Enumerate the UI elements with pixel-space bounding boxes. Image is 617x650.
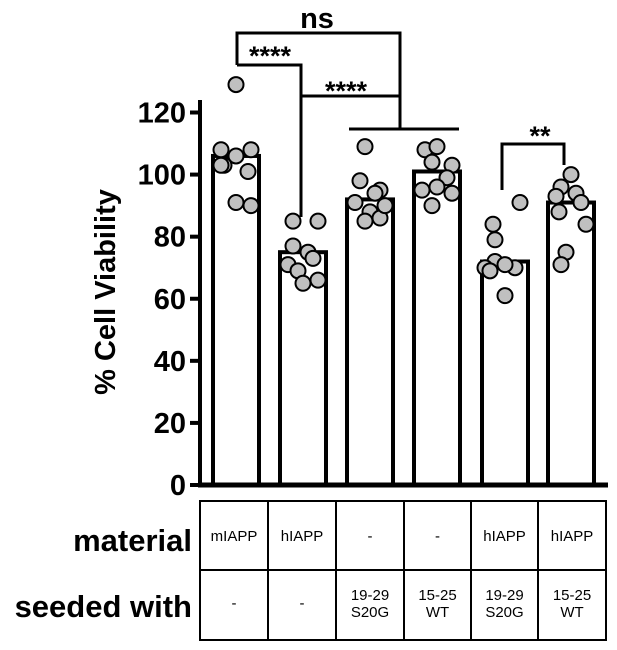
seeded-with-cell: - bbox=[232, 595, 237, 612]
condition-table: material seeded with mIAPP hIAPP - - hIAPP hI… bbox=[15, 500, 607, 641]
data-point bbox=[346, 194, 364, 212]
data-points bbox=[212, 76, 595, 305]
seeded-with-cell: 19-29 bbox=[351, 587, 389, 604]
y-tick-label: 20 bbox=[154, 408, 186, 440]
row-header-material: material bbox=[73, 523, 192, 558]
material-cell: hIAPP bbox=[281, 528, 324, 545]
bar bbox=[412, 169, 462, 488]
seeded-with-cell: WT bbox=[560, 604, 583, 621]
material-cell: mIAPP bbox=[211, 528, 258, 545]
significance-label-seeded-pair: ** bbox=[529, 121, 551, 151]
data-point bbox=[496, 256, 514, 274]
seeded-with-cell: S20G bbox=[485, 604, 523, 621]
y-tick-label: 60 bbox=[154, 284, 186, 316]
material-cell: hIAPP bbox=[551, 528, 594, 545]
data-point bbox=[428, 178, 446, 196]
material-cell: - bbox=[368, 528, 373, 545]
data-point bbox=[227, 147, 245, 165]
y-tick-label: 0 bbox=[170, 470, 186, 502]
data-point bbox=[413, 181, 431, 199]
data-point bbox=[227, 194, 245, 212]
significance-bracket-hiapp-seeded: **** bbox=[302, 76, 459, 131]
significance-bracket-miapp-hiapp: **** bbox=[237, 41, 303, 217]
data-point bbox=[481, 262, 499, 280]
data-point bbox=[428, 138, 446, 156]
data-point bbox=[511, 194, 529, 212]
data-point bbox=[552, 256, 570, 274]
data-point bbox=[356, 212, 374, 230]
y-axis bbox=[198, 100, 608, 488]
data-point bbox=[486, 231, 504, 249]
significance-label-miapp-hiapp: **** bbox=[249, 41, 292, 71]
seeded-with-cell: S20G bbox=[351, 604, 389, 621]
ns-significance-bracket: ns bbox=[235, 3, 402, 129]
data-point bbox=[562, 166, 580, 184]
seeded-with-cell: 15-25 bbox=[553, 587, 591, 604]
data-point bbox=[294, 274, 312, 292]
row-header-seeded-with: seeded with bbox=[15, 589, 192, 624]
y-tick-label: 120 bbox=[138, 98, 186, 130]
data-point bbox=[572, 194, 590, 212]
y-axis-title: % Cell Viability bbox=[90, 189, 122, 395]
data-point bbox=[366, 184, 384, 202]
data-point bbox=[239, 162, 257, 180]
data-point bbox=[212, 141, 230, 159]
data-point bbox=[242, 197, 260, 215]
data-point bbox=[577, 215, 595, 233]
data-point bbox=[309, 212, 327, 230]
data-point bbox=[423, 197, 441, 215]
bar bbox=[345, 197, 395, 488]
data-point bbox=[304, 249, 322, 267]
data-point bbox=[284, 237, 302, 255]
data-point bbox=[227, 76, 245, 94]
ns-significance-label: ns bbox=[300, 3, 334, 35]
bars bbox=[211, 153, 596, 488]
seeded-with-cell: WT bbox=[426, 604, 449, 621]
data-point bbox=[376, 197, 394, 215]
data-point bbox=[351, 172, 369, 190]
seeded-with-cell: 15-25 bbox=[418, 587, 456, 604]
data-point bbox=[423, 153, 441, 171]
significance-bracket-seeded-pair: ** bbox=[500, 121, 566, 190]
data-point bbox=[356, 138, 374, 156]
data-point bbox=[443, 184, 461, 202]
y-tick-label: 100 bbox=[138, 160, 186, 192]
significance-label-hiapp-seeded: **** bbox=[325, 76, 368, 106]
seeded-with-cell: 19-29 bbox=[485, 587, 523, 604]
data-point bbox=[547, 187, 565, 205]
y-tick-label: 80 bbox=[154, 222, 186, 254]
y-axis-ticks: 0 20 40 60 80 100 120 bbox=[138, 98, 200, 502]
data-point bbox=[284, 212, 302, 230]
material-cell: hIAPP bbox=[483, 528, 526, 545]
bar bbox=[546, 200, 596, 487]
data-point bbox=[550, 203, 568, 221]
data-point bbox=[484, 215, 502, 233]
y-tick-label: 40 bbox=[154, 346, 186, 378]
data-point bbox=[212, 156, 230, 174]
data-point bbox=[496, 287, 514, 305]
material-cell: - bbox=[435, 528, 440, 545]
seeded-with-cell: - bbox=[300, 595, 305, 612]
data-point bbox=[242, 141, 260, 159]
data-point bbox=[309, 271, 327, 289]
